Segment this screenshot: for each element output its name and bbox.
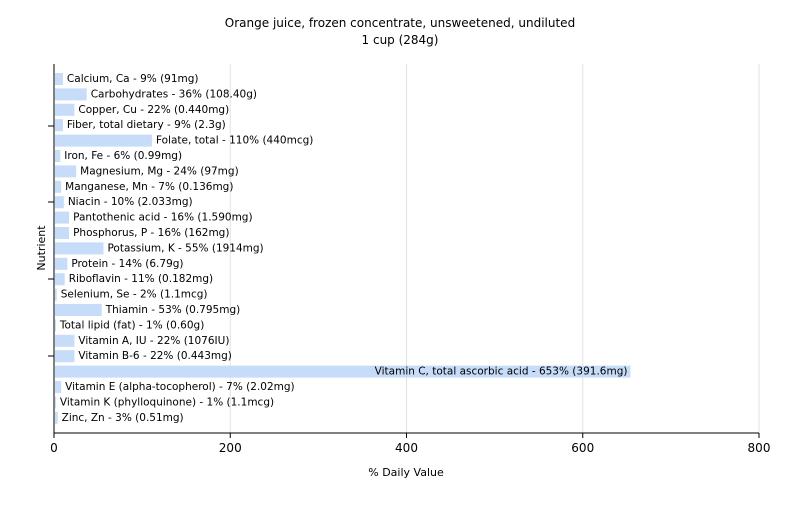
bar-18 <box>55 350 75 363</box>
bar-12 <box>55 257 68 270</box>
bar-label-22: Zinc, Zn - 3% (0.51mg) <box>62 412 184 424</box>
bar-label-20: Vitamin E (alpha-tocopherol) - 7% (2.02m… <box>65 381 295 393</box>
bar-5 <box>55 150 61 162</box>
bar-9 <box>55 211 70 224</box>
bar-15 <box>55 304 102 316</box>
bar-2 <box>55 103 75 116</box>
bar-label-3: Fiber, total dietary - 9% (2.3g) <box>67 119 226 131</box>
bar-14 <box>55 288 57 301</box>
bar-label-12: Protein - 14% (6.79g) <box>71 258 183 270</box>
bar-10 <box>55 227 70 239</box>
bar-label-10: Phosphorus, P - 16% (162mg) <box>73 227 229 239</box>
bar-8 <box>55 196 64 209</box>
bar-label-5: Iron, Fe - 6% (0.99mg) <box>64 150 182 162</box>
bar-label-14: Selenium, Se - 2% (1.1mcg) <box>61 289 208 301</box>
x-tick-label-0: 0 <box>50 441 58 455</box>
x-axis-label: % Daily Value <box>368 466 444 479</box>
bar-label-18: Vitamin B-6 - 22% (0.443mg) <box>78 350 232 362</box>
bar-label-16: Total lipid (fat) - 1% (0.60g) <box>59 319 204 331</box>
bar-16 <box>55 319 56 332</box>
bar-label-0: Calcium, Ca - 9% (91mg) <box>67 73 199 85</box>
bar-3 <box>55 119 63 132</box>
bar-label-2: Copper, Cu - 22% (0.440mg) <box>78 104 229 116</box>
bar-label-11: Potassium, K - 55% (1914mg) <box>107 242 263 254</box>
x-tick-label-1: 200 <box>219 441 242 455</box>
bar-17 <box>55 334 75 347</box>
bar-label-19: Vitamin C, total ascorbic acid - 653% (3… <box>375 366 628 378</box>
y-axis-label: Nutrient <box>35 225 48 271</box>
chart-subtitle: 1 cup (284g) <box>362 33 439 47</box>
bar-13 <box>55 273 65 286</box>
bar-1 <box>55 88 87 101</box>
bar-label-8: Niacin - 10% (2.033mg) <box>68 196 193 208</box>
x-tick-label-3: 600 <box>571 441 594 455</box>
bar-label-15: Thiamin - 53% (0.795mg) <box>105 304 241 316</box>
bar-21 <box>55 396 56 409</box>
bar-label-17: Vitamin A, IU - 22% (1076IU) <box>78 335 229 347</box>
bar-label-1: Carbohydrates - 36% (108.40g) <box>91 88 257 100</box>
bar-label-7: Manganese, Mn - 7% (0.136mg) <box>65 181 233 193</box>
bar-label-9: Pantothenic acid - 16% (1.590mg) <box>73 212 252 224</box>
x-tick-label-2: 400 <box>395 441 418 455</box>
bar-label-6: Magnesium, Mg - 24% (97mg) <box>80 165 239 177</box>
bar-22 <box>55 411 58 424</box>
axes-group: 0 200 400 600 800 <box>48 64 770 455</box>
bar-labels-group: Calcium, Ca - 9% (91mg) Carbohydrates - 3… <box>59 73 628 424</box>
bar-label-4: Folate, total - 110% (440mcg) <box>156 135 313 147</box>
bar-7 <box>55 180 62 193</box>
grid-lines <box>229 64 760 433</box>
bars-group <box>55 73 631 424</box>
bar-4 <box>55 134 152 147</box>
chart-title: Orange juice, frozen concentrate, unswee… <box>225 16 575 30</box>
bar-19 <box>55 365 631 378</box>
bar-0 <box>55 73 63 85</box>
bar-label-21: Vitamin K (phylloquinone) - 1% (1.1mcg) <box>60 396 274 408</box>
bar-11 <box>55 242 104 255</box>
bar-label-13: Riboflavin - 11% (0.182mg) <box>69 273 213 285</box>
bar-20 <box>55 381 62 393</box>
bar-6 <box>55 165 77 178</box>
x-tick-label-4: 800 <box>748 441 771 455</box>
